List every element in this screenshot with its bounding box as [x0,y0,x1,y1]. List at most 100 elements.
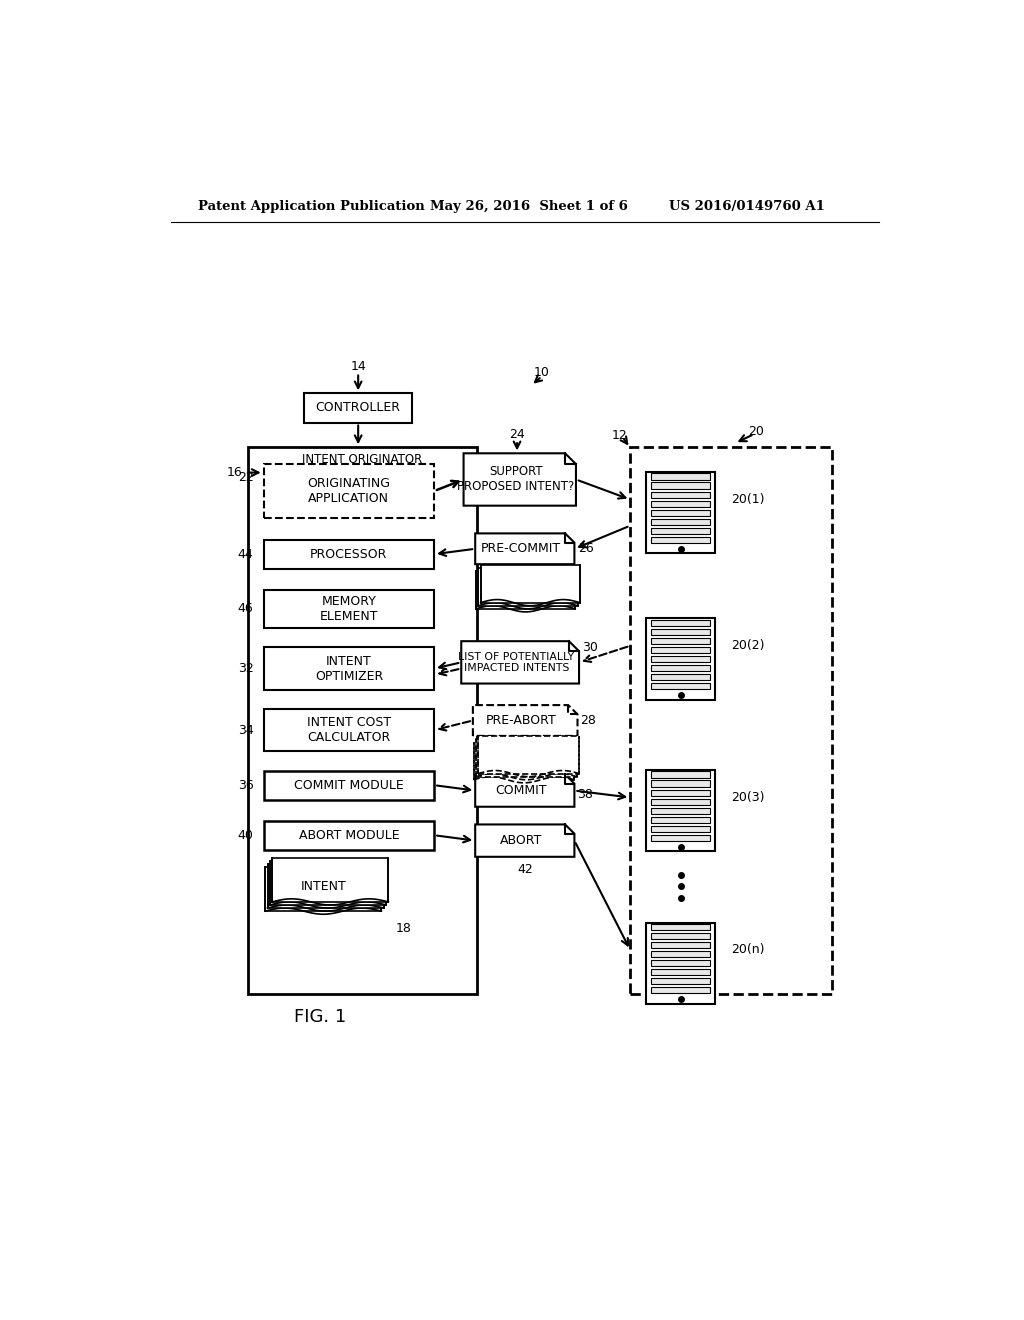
Text: COMMIT: COMMIT [496,784,547,797]
Text: 28: 28 [581,714,596,727]
Bar [480,565,580,603]
Bar [651,771,711,777]
Bar [270,861,386,906]
Text: PRE-ABORT: PRE-ABORT [486,714,557,727]
Text: 26: 26 [579,543,594,556]
Text: 18: 18 [395,921,411,935]
Polygon shape [475,825,574,857]
Bar [651,528,711,535]
Bar [476,572,575,609]
Bar [651,808,711,814]
Text: INTENT: INTENT [300,880,346,894]
Text: ABORT MODULE: ABORT MODULE [299,829,399,842]
Bar [646,473,716,553]
Bar [651,656,711,663]
Bar [630,447,831,994]
Bar [651,978,711,985]
Text: 22: 22 [238,471,254,484]
Text: 14: 14 [350,360,366,372]
Bar [263,709,434,751]
Text: 34: 34 [238,723,254,737]
Polygon shape [464,453,575,506]
Text: 20(n): 20(n) [731,944,765,957]
Bar [651,537,711,543]
Bar [651,628,711,635]
Text: 16: 16 [227,466,243,479]
Bar [478,737,579,774]
Text: FIG. 1: FIG. 1 [294,1008,346,1026]
Bar [651,942,711,948]
Text: May 26, 2016  Sheet 1 of 6: May 26, 2016 Sheet 1 of 6 [430,199,628,213]
Bar [646,618,716,700]
Bar [263,771,434,800]
Bar [651,799,711,805]
Text: 20(2): 20(2) [731,639,765,652]
Bar [263,821,434,850]
Bar [265,867,381,911]
Bar [651,969,711,975]
Text: 20(1): 20(1) [731,492,765,506]
Bar [248,447,477,994]
Bar [651,491,711,498]
Polygon shape [475,533,574,564]
Bar [646,770,716,851]
Text: 20: 20 [748,425,764,438]
Text: MEMORY
ELEMENT: MEMORY ELEMENT [319,595,378,623]
Bar [263,465,434,517]
Bar [272,858,388,902]
Bar [651,825,711,832]
Bar [651,620,711,626]
Bar [476,739,577,776]
Bar [651,500,711,507]
Text: 10: 10 [534,366,550,379]
Text: 40: 40 [238,829,254,842]
Bar [651,665,711,672]
Bar [651,950,711,957]
Text: 24: 24 [509,428,525,441]
Text: 30: 30 [583,640,598,653]
Bar [651,924,711,931]
Text: INTENT ORIGINATOR: INTENT ORIGINATOR [302,453,423,466]
Text: PROCESSOR: PROCESSOR [310,548,387,561]
Bar [651,789,711,796]
Text: INTENT
OPTIMIZER: INTENT OPTIMIZER [314,655,383,682]
Polygon shape [475,775,574,807]
Bar [651,987,711,994]
Bar [263,590,434,628]
Text: 38: 38 [578,788,593,801]
Text: 20(3): 20(3) [731,791,765,804]
Bar [263,540,434,569]
Bar [646,923,716,1003]
Text: LIST OF POTENTIALLY
IMPACTED INTENTS: LIST OF POTENTIALLY IMPACTED INTENTS [458,652,574,673]
Bar [474,742,574,780]
Text: 36: 36 [238,779,254,792]
Bar [304,393,413,422]
Polygon shape [461,642,579,684]
Bar [651,474,711,479]
Text: 46: 46 [238,602,254,615]
Text: ABORT: ABORT [500,834,542,847]
Bar [651,780,711,787]
Text: PRE-COMMIT: PRE-COMMIT [481,543,561,556]
Text: 12: 12 [611,429,627,442]
Bar [263,647,434,689]
Bar [651,834,711,841]
Polygon shape [473,705,578,737]
Bar [651,933,711,940]
Text: Patent Application Publication: Patent Application Publication [198,199,425,213]
Text: CONTROLLER: CONTROLLER [315,401,400,414]
Bar [651,675,711,680]
Bar [651,519,711,525]
Bar [651,483,711,488]
Bar [651,638,711,644]
Bar [651,510,711,516]
Bar [267,863,384,908]
Bar [651,817,711,822]
Text: INTENT COST
CALCULATOR: INTENT COST CALCULATOR [307,717,391,744]
Text: 44: 44 [238,548,254,561]
Bar [651,647,711,653]
Text: COMMIT MODULE: COMMIT MODULE [294,779,403,792]
Bar [478,568,578,606]
Text: 42: 42 [517,862,532,875]
Text: US 2016/0149760 A1: US 2016/0149760 A1 [669,199,824,213]
